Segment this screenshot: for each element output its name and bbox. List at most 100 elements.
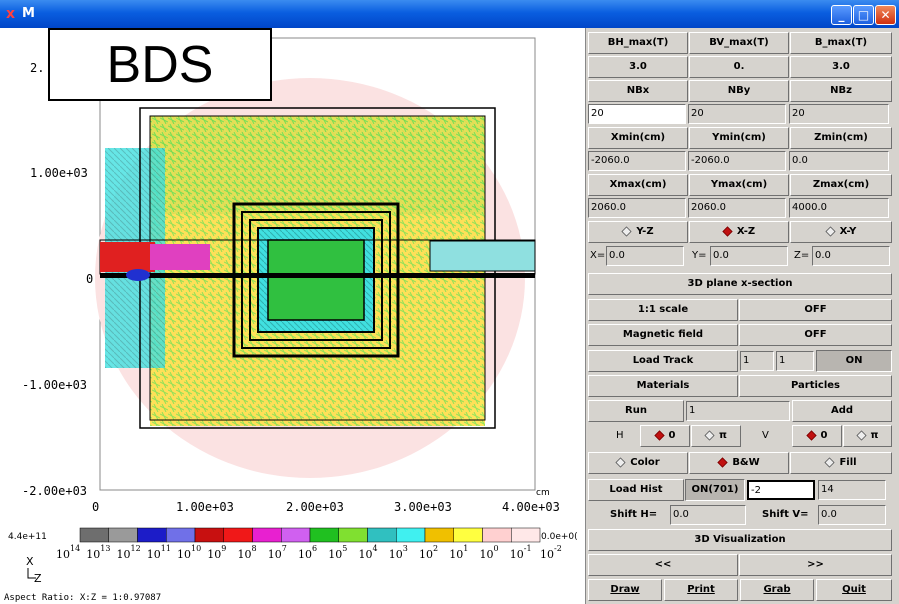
bw-mode-radio[interactable]: B&W — [689, 452, 789, 474]
scale-button[interactable]: 1:1 scale — [588, 299, 738, 321]
scale-state[interactable]: OFF — [739, 299, 892, 321]
bh-max-header[interactable]: BH_max(T) — [588, 32, 688, 54]
maximize-button[interactable]: □ — [853, 5, 874, 25]
load-hist-button[interactable]: Load Hist — [588, 479, 684, 501]
hist-max-input[interactable]: 14 — [818, 480, 886, 500]
shift-v-label: Shift V= — [762, 509, 809, 520]
xmin-input[interactable]: -2060.0 — [588, 151, 686, 171]
decade-exponent: -1 — [524, 544, 532, 553]
color-mode-radio[interactable]: Color — [588, 452, 688, 474]
x-tick-label: 1.00e+03 — [176, 500, 234, 514]
decade-exponent: 4 — [373, 544, 378, 553]
shift-v-input[interactable]: 0.0 — [818, 505, 886, 525]
title-bar[interactable]: x M _ □ ✕ — [0, 0, 899, 28]
decade-label: 10 — [328, 548, 342, 561]
hist-state[interactable]: ON(701) — [685, 479, 745, 501]
decade-exponent: 12 — [131, 544, 141, 553]
track-state[interactable]: ON — [816, 350, 892, 372]
color-scale-swatch — [79, 527, 109, 543]
v-pi-radio[interactable]: π — [843, 425, 892, 447]
bv-max-value[interactable]: 0. — [689, 56, 789, 78]
decade-label: 10 — [449, 548, 463, 561]
y-tick-label: -1.00e+03 — [22, 378, 87, 392]
y-coord-input[interactable]: 0.0 — [710, 246, 788, 266]
scale-max-label: 0.0e+0( — [541, 532, 578, 542]
plane-xz-radio[interactable]: X-Z — [689, 221, 789, 243]
z-coord-label: Z= — [794, 250, 810, 261]
color-scale-swatch — [137, 527, 167, 543]
xmax-input[interactable]: 2060.0 — [588, 198, 686, 218]
plane-xy-radio[interactable]: X-Y — [790, 221, 892, 243]
nbx-header[interactable]: NBx — [588, 80, 688, 102]
bv-max-header[interactable]: BV_max(T) — [689, 32, 789, 54]
hist-min-input[interactable]: -2 — [747, 480, 815, 500]
decade-exponent: 14 — [70, 544, 80, 553]
run-count-input[interactable]: 1 — [686, 401, 790, 421]
zmax-input[interactable]: 4000.0 — [789, 198, 889, 218]
nbx-input[interactable]: 20 — [588, 104, 686, 124]
field-map-plot: 2. 1.00e+03 0 -1.00e+03 -2.00e+03 0 1.00… — [4, 37, 578, 603]
v-zero-radio[interactable]: 0 — [792, 425, 842, 447]
materials-button[interactable]: Materials — [588, 375, 738, 397]
grab-button[interactable]: Grab — [740, 579, 814, 601]
radio-off-icon — [704, 429, 715, 441]
decade-label: 10 — [177, 548, 191, 561]
decade-exponent: 11 — [161, 544, 171, 553]
fill-mode-radio[interactable]: Fill — [790, 452, 892, 474]
y-tick-label: 1.00e+03 — [30, 166, 88, 180]
magnetic-field-state[interactable]: OFF — [739, 324, 892, 346]
nby-header[interactable]: NBy — [689, 80, 789, 102]
ymin-input[interactable]: -2060.0 — [688, 151, 786, 171]
track-start-input[interactable]: 1 — [740, 351, 774, 371]
xmin-header[interactable]: Xmin(cm) — [588, 127, 688, 149]
load-track-button[interactable]: Load Track — [588, 350, 738, 372]
h-zero-radio[interactable]: 0 — [640, 425, 690, 447]
run-button[interactable]: Run — [588, 400, 684, 422]
shift-h-input[interactable]: 0.0 — [670, 505, 746, 525]
track-end-input[interactable]: 1 — [776, 351, 814, 371]
plot-area: 2. 1.00e+03 0 -1.00e+03 -2.00e+03 0 1.00… — [0, 28, 586, 604]
plane-yz-radio[interactable]: Y-Z — [588, 221, 688, 243]
axis-z-indicator: Z — [34, 572, 42, 585]
h-pi-radio[interactable]: π — [691, 425, 741, 447]
draw-button[interactable]: Draw — [588, 579, 662, 601]
control-panel: BH_max(T) BV_max(T) B_max(T) 3.0 0. 3.0 … — [586, 28, 899, 604]
zmax-header[interactable]: Zmax(cm) — [790, 174, 892, 196]
ymax-input[interactable]: 2060.0 — [688, 198, 786, 218]
visualization-button[interactable]: 3D Visualization — [588, 529, 892, 551]
quit-button[interactable]: Quit — [816, 579, 892, 601]
beam-axis — [100, 273, 535, 278]
decade-exponent: 10 — [191, 544, 201, 553]
zmin-input[interactable]: 0.0 — [789, 151, 889, 171]
decade-exponent: 9 — [221, 544, 226, 553]
minimize-button[interactable]: _ — [831, 5, 852, 25]
xsection-button[interactable]: 3D plane x-section — [588, 273, 892, 295]
next-button[interactable]: >> — [739, 554, 892, 576]
radio-off-icon — [855, 429, 867, 441]
z-coord-input[interactable]: 0.0 — [812, 246, 890, 266]
prev-button[interactable]: << — [588, 554, 738, 576]
magnetic-field-button[interactable]: Magnetic field — [588, 324, 738, 346]
particles-button[interactable]: Particles — [739, 375, 892, 397]
close-button[interactable]: ✕ — [875, 5, 896, 25]
nby-input[interactable]: 20 — [688, 104, 786, 124]
y-tick-label: 2. — [30, 61, 44, 75]
x-coord-label: X= — [590, 250, 606, 261]
print-button[interactable]: Print — [664, 579, 738, 601]
add-button[interactable]: Add — [792, 400, 892, 422]
x-coord-input[interactable]: 0.0 — [606, 246, 684, 266]
color-scale-swatch — [338, 527, 368, 543]
xmax-header[interactable]: Xmax(cm) — [588, 174, 688, 196]
color-scale-swatch — [482, 527, 512, 543]
nbz-input[interactable]: 20 — [789, 104, 889, 124]
radio-on-icon — [805, 429, 817, 441]
nbz-header[interactable]: NBz — [790, 80, 892, 102]
zmin-header[interactable]: Zmin(cm) — [790, 127, 892, 149]
b-max-value[interactable]: 3.0 — [790, 56, 892, 78]
color-scale — [79, 527, 541, 543]
color-scale-swatch — [166, 527, 196, 543]
ymin-header[interactable]: Ymin(cm) — [689, 127, 789, 149]
ymax-header[interactable]: Ymax(cm) — [689, 174, 789, 196]
bh-max-value[interactable]: 3.0 — [588, 56, 688, 78]
b-max-header[interactable]: B_max(T) — [790, 32, 892, 54]
